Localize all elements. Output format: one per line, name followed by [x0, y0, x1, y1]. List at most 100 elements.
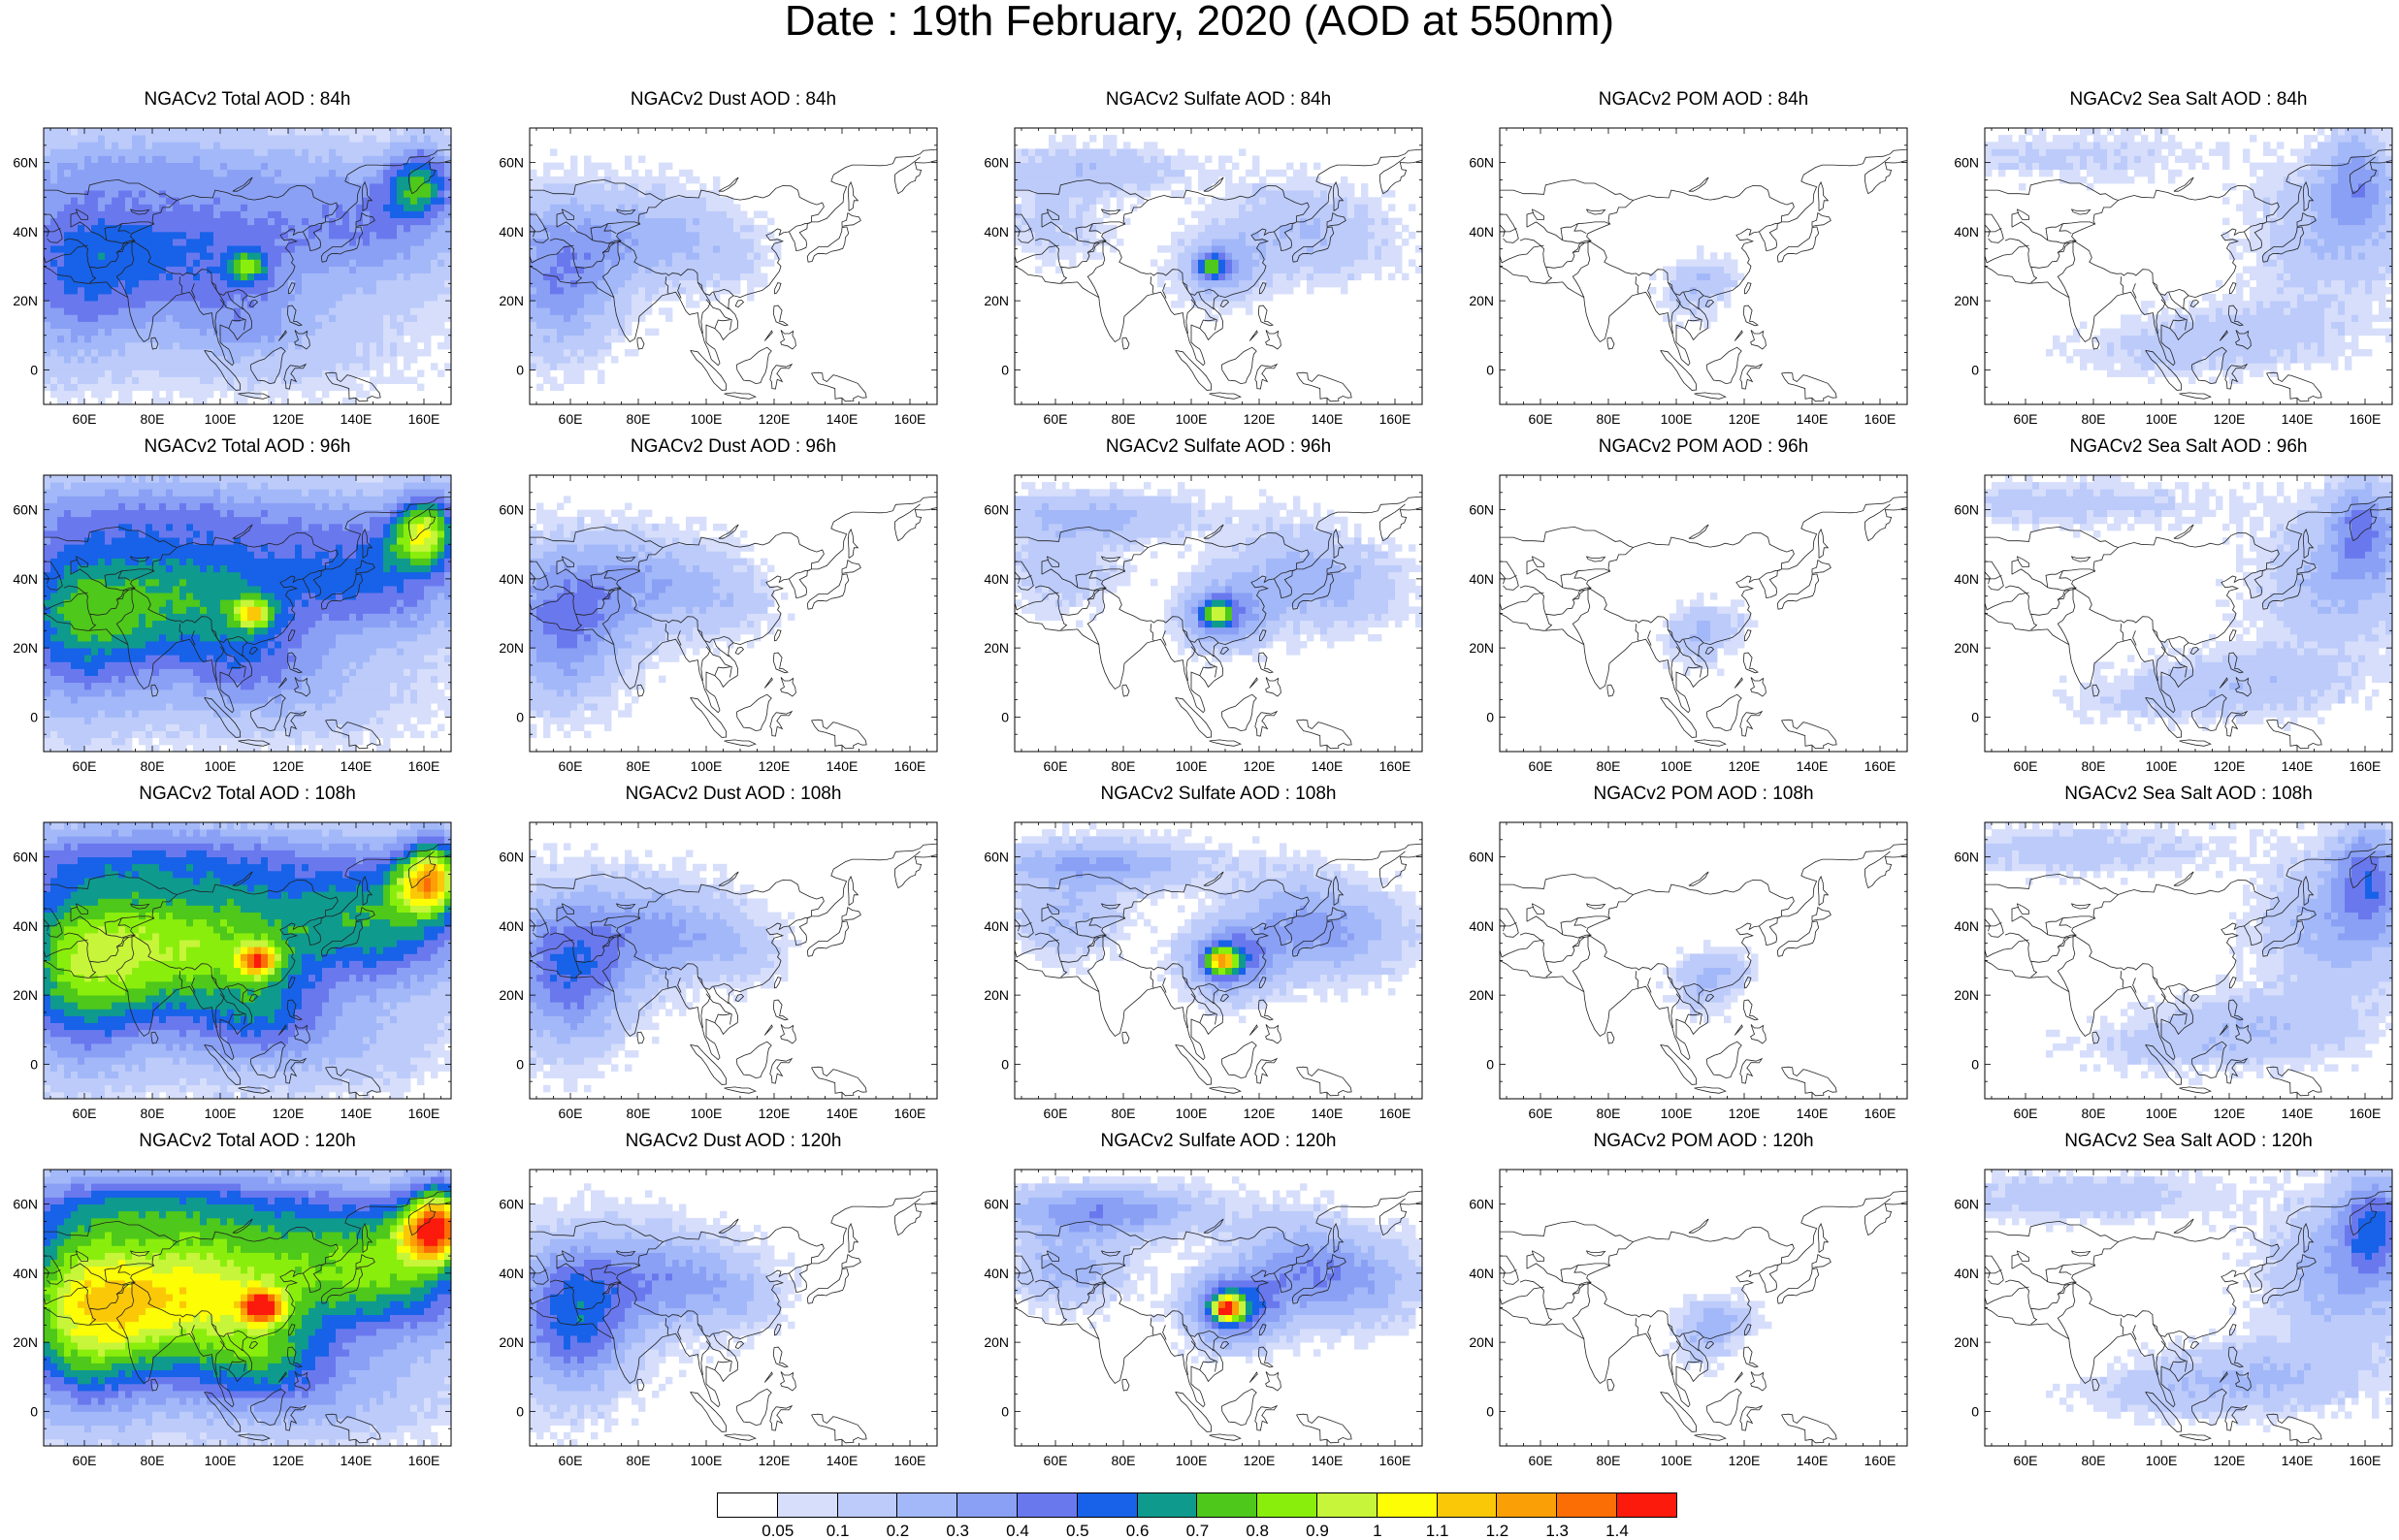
- lat-tick-label: 40N: [1954, 1266, 1979, 1281]
- lat-tick-label: 40N: [1469, 571, 1494, 587]
- coastlines: [1499, 496, 1908, 750]
- coastlines: [1014, 148, 1423, 402]
- aod-map: 60E 80E 100E 120E 140E 160E 60N 40N 20N 0: [1954, 127, 2393, 427]
- aod-field: [1015, 822, 1423, 1023]
- lat-tick-label: 60N: [984, 155, 1009, 171]
- lon-tick-label: 120E: [759, 758, 791, 774]
- lon-tick-label: 140E: [1312, 1106, 1344, 1121]
- map-panel: NGACv2 Sulfate AOD : 96h 60E 80E 100E 120E 14…: [984, 436, 1500, 784]
- lon-tick-label: 120E: [1729, 758, 1761, 774]
- lon-tick-label: 60E: [1044, 758, 1068, 774]
- lon-tick-label: 140E: [340, 411, 373, 427]
- panel-title: NGACv2 Dust AOD : 84h: [530, 89, 937, 111]
- lat-tick-label: 60N: [13, 155, 38, 171]
- lat-tick-label: 20N: [1469, 640, 1494, 656]
- lat-tick-label: 20N: [499, 293, 524, 308]
- lon-tick-label: 100E: [1661, 411, 1693, 427]
- map-panel: NGACv2 Sea Salt AOD : 84h 60E 80E 100E 120E 1…: [1954, 89, 2399, 436]
- lon-tick-label: 60E: [559, 758, 583, 774]
- lon-tick-label: 100E: [691, 411, 723, 427]
- colorbar-label: 0.6: [1114, 1523, 1162, 1540]
- panel-title: NGACv2 Sulfate AOD : 84h: [1015, 89, 1422, 111]
- lon-tick-label: 60E: [1529, 1453, 1553, 1468]
- coastlines: [1014, 496, 1423, 750]
- lat-tick-label: 0: [516, 709, 524, 724]
- colorbar-label: 0.5: [1054, 1523, 1102, 1540]
- lat-tick-label: 20N: [984, 1334, 1009, 1350]
- lon-tick-label: 140E: [2282, 1453, 2314, 1468]
- aod-map: 60E 80E 100E 120E 140E 160E 60N 40N 20N 0: [499, 1169, 938, 1468]
- colorbar-label: 0.9: [1293, 1523, 1342, 1540]
- lat-tick-label: 20N: [13, 1334, 38, 1350]
- lon-tick-label: 100E: [205, 758, 237, 774]
- colorbar-label: 1: [1353, 1523, 1402, 1540]
- aod-field: [1985, 822, 2393, 1086]
- lon-tick-label: 140E: [1797, 758, 1829, 774]
- lon-tick-label: 100E: [691, 758, 723, 774]
- lat-tick-label: 0: [1971, 1056, 1979, 1072]
- coastlines: [43, 843, 452, 1097]
- lon-tick-label: 100E: [1176, 1106, 1208, 1121]
- panel-title: NGACv2 Total AOD : 108h: [44, 784, 451, 805]
- lon-tick-label: 160E: [2350, 758, 2382, 774]
- coastlines: [43, 148, 452, 402]
- lat-tick-label: 40N: [13, 918, 38, 934]
- lat-tick-label: 40N: [499, 918, 524, 934]
- map-panel: NGACv2 POM AOD : 84h 60E 80E 100E 120E 140E 16…: [1469, 89, 1985, 436]
- colorbar-legend: 0.05 0.1 0.2 0.3 0.4 0.5 0.6 0.7 0.8 0.9 1 1.1 1.2 1.…: [717, 1492, 1678, 1540]
- lat-tick-label: 60N: [1954, 1197, 1979, 1212]
- lon-tick-label: 80E: [1112, 411, 1136, 427]
- coastlines: [529, 843, 938, 1097]
- lon-tick-label: 60E: [73, 411, 97, 427]
- aod-map: 60E 80E 100E 120E 140E 160E 60N 40N 20N 0: [984, 821, 1423, 1121]
- aod-field: [44, 1170, 452, 1447]
- colorbar-swatch: [717, 1492, 778, 1518]
- lon-tick-label: 120E: [1244, 758, 1276, 774]
- map-panel: NGACv2 POM AOD : 96h 60E 80E 100E 120E 140E 16…: [1469, 436, 1985, 784]
- lon-tick-label: 120E: [1729, 1453, 1761, 1468]
- lon-tick-label: 100E: [1176, 411, 1208, 427]
- aod-map: 60E 80E 100E 120E 140E 160E 60N 40N 20N 0: [499, 821, 938, 1121]
- lat-tick-label: 60N: [499, 1197, 524, 1212]
- lon-tick-label: 60E: [73, 1453, 97, 1468]
- lon-tick-label: 60E: [1044, 1453, 1068, 1468]
- aod-field: [1663, 1287, 1772, 1378]
- lat-tick-label: 60N: [1469, 1197, 1494, 1212]
- lon-tick-label: 120E: [1729, 1106, 1761, 1121]
- lat-tick-label: 60N: [499, 850, 524, 865]
- colorbar-label: 1.1: [1413, 1523, 1462, 1540]
- lon-tick-label: 140E: [1312, 758, 1344, 774]
- lon-tick-label: 160E: [1379, 758, 1411, 774]
- map-panel: NGACv2 Sulfate AOD : 84h 60E 80E 100E 120E 14…: [984, 89, 1500, 436]
- lon-tick-label: 80E: [627, 411, 651, 427]
- lon-tick-label: 160E: [894, 1106, 926, 1121]
- map-panel: NGACv2 Dust AOD : 96h 60E 80E 100E 120E 140E 1…: [499, 436, 1015, 784]
- panel-title: NGACv2 POM AOD : 108h: [1500, 784, 1907, 805]
- lat-tick-label: 0: [1486, 1056, 1494, 1072]
- aod-field: [530, 148, 782, 392]
- lon-tick-label: 140E: [340, 1106, 373, 1121]
- lat-tick-label: 20N: [984, 640, 1009, 656]
- colorbar-swatch: [1436, 1492, 1498, 1518]
- lon-tick-label: 140E: [1797, 411, 1829, 427]
- panel-title: NGACv2 POM AOD : 96h: [1500, 436, 1907, 458]
- lon-tick-label: 80E: [627, 1106, 651, 1121]
- colorbar-swatch: [896, 1492, 958, 1518]
- lon-tick-label: 80E: [1597, 1106, 1621, 1121]
- lon-tick-label: 100E: [2146, 1453, 2178, 1468]
- coastlines: [1499, 843, 1908, 1097]
- lon-tick-label: 160E: [1379, 1453, 1411, 1468]
- lat-tick-label: 40N: [1954, 571, 1979, 587]
- lon-tick-label: 100E: [1176, 758, 1208, 774]
- aod-field: [1656, 593, 1759, 676]
- lat-tick-label: 40N: [1954, 918, 1979, 934]
- lon-tick-label: 100E: [205, 1106, 237, 1121]
- panel-title: NGACv2 Sea Salt AOD : 108h: [1985, 784, 2392, 805]
- coastlines: [1499, 1190, 1908, 1444]
- aod-field: [1985, 475, 2393, 731]
- lon-tick-label: 120E: [759, 411, 791, 427]
- lon-tick-label: 100E: [1661, 1453, 1693, 1468]
- panel-title: NGACv2 Dust AOD : 96h: [530, 436, 937, 458]
- panel-title: NGACv2 Sulfate AOD : 108h: [1015, 784, 1422, 805]
- lat-tick-label: 20N: [984, 987, 1009, 1003]
